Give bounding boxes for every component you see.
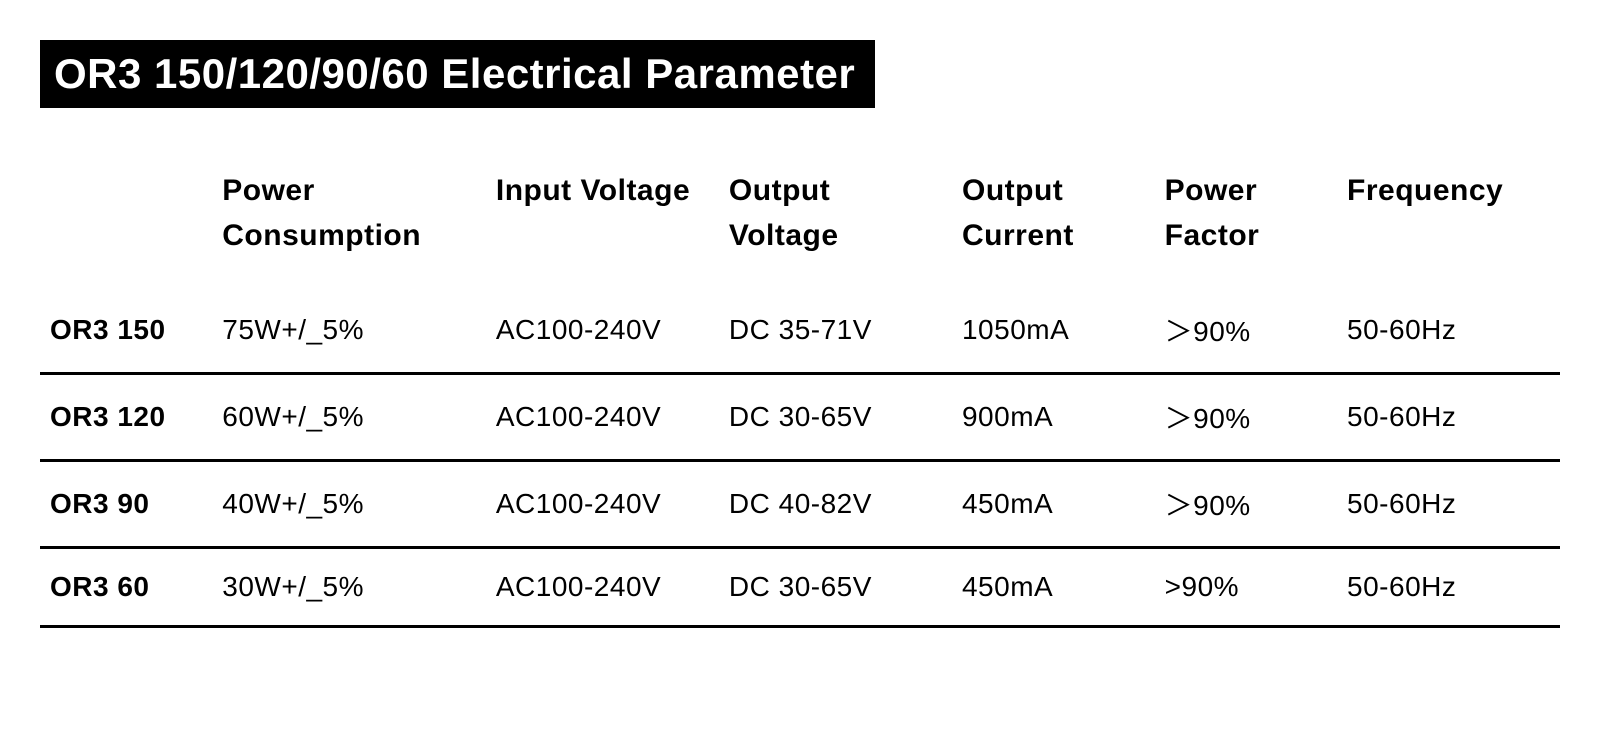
cell-outv: DC 30-65V (719, 548, 952, 627)
row-label: OR3 150 (40, 288, 212, 374)
cell-freq: 50-60Hz (1337, 374, 1560, 461)
table-row: OR3 120 60W+/_5% AC100-240V DC 30-65V 90… (40, 374, 1560, 461)
table-row: OR3 60 30W+/_5% AC100-240V DC 30-65V 450… (40, 548, 1560, 627)
col-header-power-factor: Power Factor (1155, 168, 1337, 288)
cell-outc: 450mA (952, 461, 1155, 548)
col-header-frequency: Frequency (1337, 168, 1560, 288)
cell-outv: DC 35-71V (719, 288, 952, 374)
row-label: OR3 90 (40, 461, 212, 548)
cell-outv: DC 30-65V (719, 374, 952, 461)
cell-power: 40W+/_5% (212, 461, 486, 548)
table-header-row: Power Consumption Input Voltage Output V… (40, 168, 1560, 288)
cell-freq: 50-60Hz (1337, 461, 1560, 548)
page-title: OR3 150/120/90/60 Electrical Parameter (40, 40, 875, 108)
cell-input: AC100-240V (486, 548, 719, 627)
table-row: OR3 150 75W+/_5% AC100-240V DC 35-71V 10… (40, 288, 1560, 374)
table-row: OR3 90 40W+/_5% AC100-240V DC 40-82V 450… (40, 461, 1560, 548)
cell-input: AC100-240V (486, 288, 719, 374)
col-header-blank (40, 168, 212, 288)
cell-power: 75W+/_5% (212, 288, 486, 374)
col-header-power: Power Consumption (212, 168, 486, 288)
col-header-output-current: Output Current (952, 168, 1155, 288)
cell-power: 30W+/_5% (212, 548, 486, 627)
cell-power: 60W+/_5% (212, 374, 486, 461)
cell-outc: 900mA (952, 374, 1155, 461)
cell-freq: 50-60Hz (1337, 288, 1560, 374)
col-header-output-voltage: Output Voltage (719, 168, 952, 288)
row-label: OR3 60 (40, 548, 212, 627)
col-header-input: Input Voltage (486, 168, 719, 288)
cell-pf: ＞90% (1155, 374, 1337, 461)
cell-outc: 450mA (952, 548, 1155, 627)
spec-table: Power Consumption Input Voltage Output V… (40, 168, 1560, 628)
row-label: OR3 120 (40, 374, 212, 461)
cell-freq: 50-60Hz (1337, 548, 1560, 627)
cell-pf: ＞90% (1155, 461, 1337, 548)
page: OR3 150/120/90/60 Electrical Parameter P… (0, 0, 1600, 746)
cell-outv: DC 40-82V (719, 461, 952, 548)
cell-pf: >90% (1155, 548, 1337, 627)
cell-outc: 1050mA (952, 288, 1155, 374)
cell-input: AC100-240V (486, 374, 719, 461)
cell-pf: ＞90% (1155, 288, 1337, 374)
cell-input: AC100-240V (486, 461, 719, 548)
